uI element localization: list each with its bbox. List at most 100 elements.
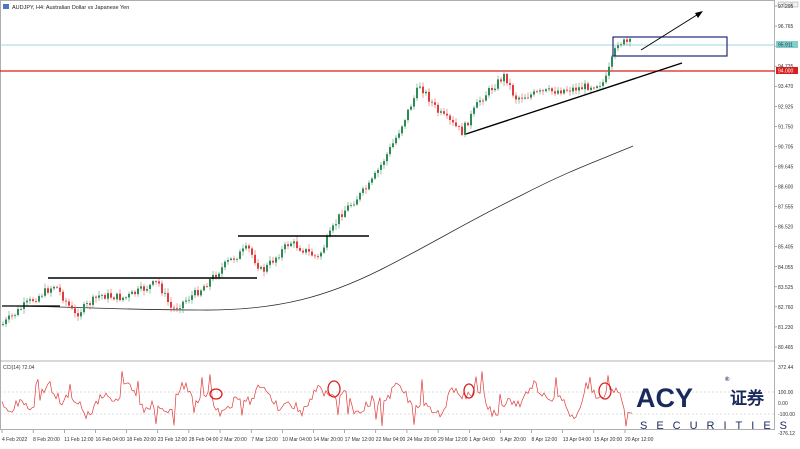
candle-body <box>485 95 487 101</box>
candle-body <box>320 252 322 257</box>
candle-body <box>71 305 73 309</box>
candle-body <box>140 286 142 289</box>
candle-body <box>437 104 439 113</box>
close-button[interactable] <box>791 1 799 8</box>
candle-body <box>347 205 349 211</box>
candle-body <box>563 89 565 94</box>
candle-body <box>131 291 133 294</box>
candle-body <box>467 122 469 126</box>
time-tick-label: 14 Mar 20:00 <box>314 437 344 443</box>
candle-body <box>461 126 463 135</box>
candle-body <box>167 292 169 302</box>
candle-body <box>293 241 295 244</box>
candle-body <box>359 192 361 200</box>
candle-body <box>599 85 601 87</box>
candle-body <box>8 315 10 320</box>
candle-body <box>350 205 352 206</box>
candle-body <box>158 281 160 284</box>
candle-body <box>560 90 562 94</box>
candle-body <box>146 289 148 291</box>
time-tick-label: 5 Apr 20:00 <box>500 437 526 443</box>
candle-body <box>239 251 241 259</box>
candle-body <box>470 113 472 126</box>
candle-body <box>35 301 37 302</box>
time-tick-label: 2 Mar 20:00 <box>220 437 247 443</box>
time-tick-label: 10 Mar 04:00 <box>282 437 312 443</box>
candle-body <box>317 255 319 257</box>
price-tick-label: 91.750 <box>778 124 794 130</box>
price-tick-label: 83.525 <box>778 285 794 291</box>
breakout-arrow[interactable] <box>640 11 703 51</box>
candle-body <box>521 97 523 99</box>
candle-body <box>230 258 232 261</box>
candle-body <box>626 39 628 42</box>
candle-body <box>542 90 544 92</box>
current-price-text: 95.911 <box>778 43 793 49</box>
candle-body <box>5 319 7 325</box>
cci-highlights <box>209 380 612 400</box>
candle-body <box>389 147 391 155</box>
price-tick-label: 87.555 <box>778 205 794 211</box>
candle-body <box>548 88 550 90</box>
time-tick-label: 11 Feb 12:00 <box>64 437 93 443</box>
candle-body <box>311 251 313 256</box>
candle-body <box>416 87 418 99</box>
candle-body <box>620 44 622 46</box>
candle-body <box>170 301 172 308</box>
candle-body <box>509 83 511 86</box>
candle-body <box>287 244 289 247</box>
candle-body <box>44 288 46 296</box>
candle-body <box>581 87 583 90</box>
support-trendline[interactable] <box>465 62 683 135</box>
time-tick-label: 8 Feb 20:00 <box>33 437 60 443</box>
price-tick-label: 80.465 <box>778 345 794 351</box>
candle-body <box>299 248 301 251</box>
candle-body <box>491 88 493 91</box>
candle-body <box>272 260 274 263</box>
indicator-label: CCI(14) 72.04 <box>3 365 35 371</box>
candles <box>2 36 631 328</box>
price-tick-label: 97.295 <box>778 4 794 10</box>
logo-brand: ACY <box>636 383 693 413</box>
candle-body <box>593 87 595 89</box>
time-tick-label: 8 Apr 12:00 <box>532 437 558 443</box>
candle-body <box>14 314 16 316</box>
candle-body <box>197 289 199 296</box>
maximize-button[interactable] <box>784 1 792 8</box>
candle-body <box>89 303 91 305</box>
candle-body <box>332 225 334 231</box>
candle-body <box>506 73 508 84</box>
candle-body <box>443 111 445 114</box>
candle-body <box>122 297 124 301</box>
time-tick-label: 24 Mar 20:00 <box>407 437 437 443</box>
time-tick-label: 22 Mar 04:00 <box>376 437 406 443</box>
chart-title: AUDJPY, H4: Australian Dollar vs Japanes… <box>3 4 129 11</box>
consolidation-box[interactable] <box>612 36 728 57</box>
candle-body <box>218 273 220 278</box>
time-tick-label: 1 Apr 04:00 <box>469 437 495 443</box>
candle-body <box>242 248 244 252</box>
time-tick-label: 16 Feb 04:00 <box>95 437 125 443</box>
candle-body <box>134 291 136 295</box>
candle-body <box>152 281 154 285</box>
candle-body <box>2 324 4 325</box>
candle-body <box>98 295 100 298</box>
candle-body <box>368 182 370 190</box>
candle-body <box>428 91 430 102</box>
candle-body <box>113 297 115 300</box>
candle-body <box>302 250 304 253</box>
candle-body <box>407 109 409 121</box>
candle-body <box>395 137 397 144</box>
candle-body <box>605 75 607 83</box>
candle-body <box>176 307 178 309</box>
candle-body <box>143 286 145 291</box>
candle-body <box>629 38 631 42</box>
minimize-button[interactable] <box>777 1 785 8</box>
moving-average-line <box>1 145 634 311</box>
window-controls[interactable] <box>777 1 799 8</box>
candle-body <box>101 294 103 296</box>
candle-body <box>290 243 292 247</box>
logo-registered-mark: ® <box>725 376 730 383</box>
candle-body <box>266 264 268 272</box>
